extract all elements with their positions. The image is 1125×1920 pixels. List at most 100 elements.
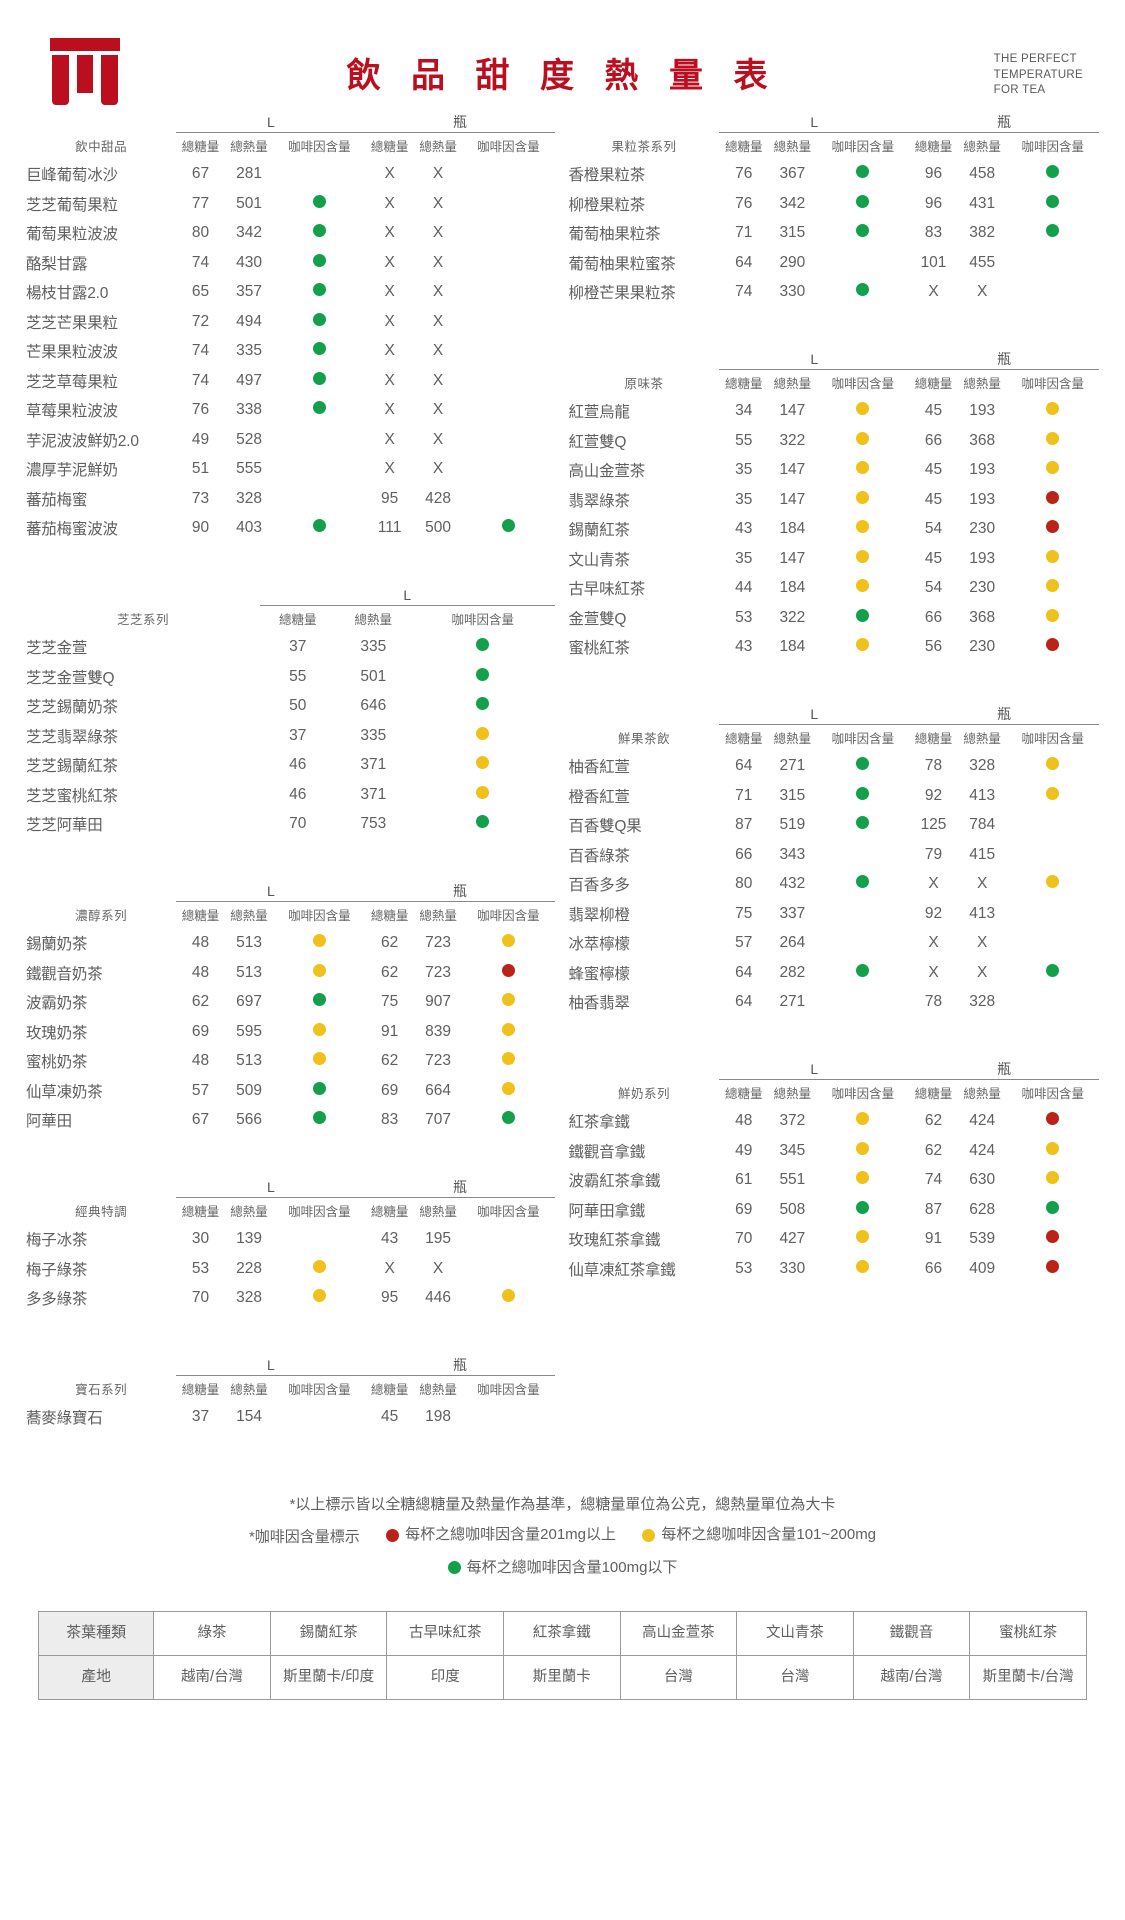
- calories-bottle-value: 784: [969, 816, 996, 834]
- table-row: 波霸奶茶 62 697 75 907: [26, 988, 555, 1018]
- calories-bottle-value: 328: [969, 757, 996, 775]
- calories-L-value: 335: [360, 726, 387, 744]
- drink-name: 蕃茄梅蜜波波: [26, 521, 118, 539]
- drink-name: 文山青茶: [568, 551, 630, 569]
- caffeine-L-cell: [273, 1403, 365, 1433]
- sugar-bottle-value: X: [384, 165, 395, 183]
- table-row: 濃厚芋泥鮮奶 51 555 X X: [26, 455, 555, 485]
- drink-name: 芝芝金萱: [26, 640, 88, 658]
- caffeine-level-dot-icon: [502, 401, 515, 414]
- calories-L-value: 403: [236, 519, 262, 537]
- caffeine-L-cell: [817, 278, 909, 308]
- drink-name: 多多綠茶: [26, 1291, 88, 1309]
- origin-place: 印度: [386, 1655, 504, 1700]
- caffeine-L-cell: [817, 811, 909, 841]
- origin-tea-type: 文山青茶: [736, 1611, 854, 1656]
- column-header-row: 芝芝系列 總糖量 總熱量 咖啡因含量: [26, 605, 555, 633]
- calories-L-value: 595: [236, 1022, 262, 1040]
- table-row: 草莓果粒波波 76 338 X X: [26, 396, 555, 426]
- header-sugar-bottle: 總糖量: [370, 139, 409, 154]
- caffeine-L-cell: [273, 366, 365, 396]
- caffeine-level-dot-icon: [1046, 402, 1060, 416]
- caffeine-L-cell: [817, 1254, 909, 1284]
- header-caffeine-L: 咖啡因含量: [831, 731, 895, 746]
- caffeine-level-dot-icon: [501, 519, 515, 533]
- caffeine-level-dot-icon: [501, 1052, 515, 1066]
- table-row: 錫蘭紅茶 43 184 54 230: [569, 515, 1100, 545]
- origin-place: 斯里蘭卡/台灣: [969, 1655, 1087, 1700]
- drink-name: 仙草凍奶茶: [26, 1083, 103, 1101]
- section-plain-tea: L 瓶原味茶 總糖量 總熱量 咖啡因含量 總糖量 總熱量 咖啡因含量 紅萱烏龍 34 147 45 19…: [568, 347, 1100, 662]
- column-header-row: 經典特調 總糖量 總熱量 咖啡因含量 總糖量 總熱量 咖啡因含量: [26, 1197, 555, 1225]
- header-caffeine-L: 咖啡因含量: [831, 1086, 895, 1101]
- calories-bottle-value: 723: [425, 963, 452, 981]
- caffeine-bottle-cell: [462, 455, 554, 485]
- drink-name: 香橙果粒茶: [568, 167, 646, 185]
- sugar-L-value: 76: [735, 165, 753, 183]
- sugar-L-value: 76: [735, 194, 753, 212]
- section-title-fresh-milk: 鮮奶系列: [617, 1086, 670, 1101]
- calories-bottle-value: 431: [969, 194, 996, 212]
- caffeine-level-dot-icon: [501, 934, 515, 948]
- calories-bottle-value: 455: [969, 253, 996, 271]
- drink-name: 波霸奶茶: [26, 995, 88, 1013]
- caffeine-L-cell: [273, 248, 365, 278]
- caffeine-level-dot-icon: [476, 638, 490, 652]
- caffeine-level-dot-icon: [1046, 194, 1060, 208]
- caffeine-bottle-cell: [462, 1225, 554, 1255]
- sugar-L-value: 73: [191, 489, 210, 507]
- origin-row-header-type: 茶葉種類: [37, 1611, 155, 1656]
- caffeine-level-dot-icon: [502, 431, 515, 444]
- calories-bottle-value: X: [432, 430, 444, 448]
- calories-bottle-value: 539: [969, 1230, 996, 1248]
- table-row: 鐵觀音拿鐵 49 345 62 424: [569, 1136, 1100, 1166]
- calories-bottle-value: X: [432, 312, 444, 330]
- sugar-L-value: 44: [735, 579, 753, 597]
- tagline-line-3: FOR TEA: [993, 84, 1046, 97]
- caffeine-level-dot-icon: [312, 371, 326, 385]
- sugar-L-value: 74: [191, 253, 210, 271]
- caffeine-level-dot-icon: [856, 1200, 870, 1214]
- sugar-bottle-value: 66: [924, 1259, 943, 1277]
- caffeine-level-dot-icon: [856, 934, 869, 947]
- drink-name: 仙草凍紅茶拿鐵: [568, 1261, 676, 1279]
- calories-L-value: 497: [236, 371, 262, 389]
- size-header-spacer: [26, 1353, 176, 1375]
- sugar-bottle-value: 54: [924, 579, 943, 597]
- caffeine-L-cell: [817, 870, 909, 900]
- drink-name: 冰萃檸檬: [568, 936, 630, 954]
- caffeine-bottle-cell: [1006, 485, 1099, 515]
- table-row: 古早味紅茶 44 184 54 230: [569, 574, 1100, 604]
- caffeine-level-dot-icon: [856, 875, 870, 889]
- caffeine-level-dot-icon: [313, 490, 326, 503]
- calories-bottle-value: 193: [969, 402, 996, 420]
- caffeine-level-dot-icon: [313, 431, 326, 444]
- size-label-L: L: [719, 347, 910, 370]
- caffeine-level-dot-icon: [1046, 431, 1060, 445]
- drink-name: 古早味紅茶: [568, 581, 646, 599]
- calories-L-value: 551: [779, 1171, 806, 1189]
- sugar-L-value: 70: [735, 1230, 753, 1248]
- calories-L-value: 430: [236, 253, 262, 271]
- caffeine-bottle-cell: [1006, 811, 1099, 841]
- drink-name: 酪梨甘露: [26, 255, 88, 273]
- header-caffeine-bottle: 咖啡因含量: [477, 1204, 540, 1219]
- caffeine-bottle-cell: [1006, 1107, 1099, 1137]
- drink-name: 芝芝蜜桃紅茶: [26, 787, 118, 805]
- calories-bottle-value: 458: [969, 165, 996, 183]
- caffeine-level-dot-icon: [502, 1260, 515, 1273]
- sugar-bottle-value: X: [384, 401, 395, 419]
- caffeine-bottle-cell: [1006, 929, 1099, 959]
- caffeine-L-cell: [817, 160, 909, 190]
- calories-L-value: 147: [779, 549, 806, 567]
- header-calories-L: 總熱量: [230, 908, 268, 923]
- sugar-L-value: 48: [191, 963, 210, 981]
- caffeine-level-dot-icon: [502, 224, 515, 237]
- sugar-L-value: 48: [735, 1112, 753, 1130]
- drink-name: 翡翠綠茶: [568, 492, 630, 510]
- caffeine-level-dot-icon: [502, 313, 515, 326]
- sugar-L-value: 48: [191, 1052, 210, 1070]
- caffeine-bottle-cell: [1006, 515, 1099, 545]
